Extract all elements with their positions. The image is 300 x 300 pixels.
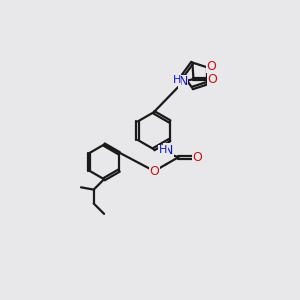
Text: N: N <box>164 144 173 157</box>
Text: H: H <box>172 75 181 85</box>
Text: H: H <box>159 145 167 155</box>
Text: O: O <box>206 60 216 73</box>
Text: O: O <box>192 151 202 164</box>
Text: N: N <box>178 75 188 88</box>
Text: O: O <box>208 73 218 86</box>
Text: O: O <box>149 165 159 178</box>
